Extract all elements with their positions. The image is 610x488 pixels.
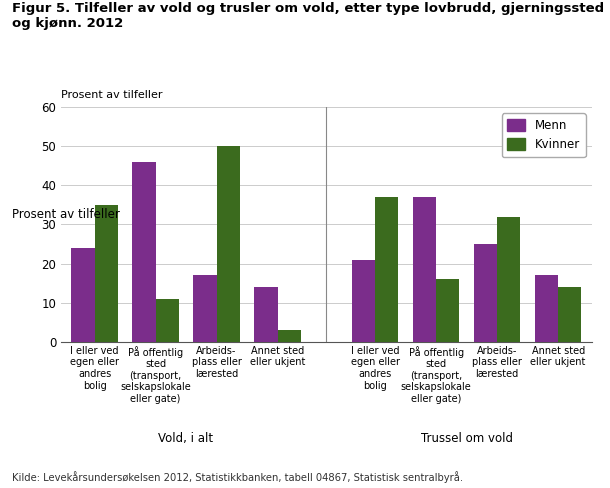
Bar	[278, 330, 301, 342]
Bar	[95, 205, 118, 342]
Text: og kjønn. 2012: og kjønn. 2012	[12, 17, 123, 30]
Bar	[156, 299, 179, 342]
Text: Figur 5. Tilfeller av vold og trusler om vold, etter type lovbrudd, gjerningsste: Figur 5. Tilfeller av vold og trusler om…	[12, 2, 605, 16]
Bar	[193, 275, 217, 342]
Bar	[71, 248, 95, 342]
Bar	[474, 244, 497, 342]
Bar	[497, 217, 520, 342]
Bar	[217, 146, 240, 342]
Bar	[535, 275, 558, 342]
Bar	[413, 197, 436, 342]
Bar	[352, 260, 375, 342]
Legend: Menn, Kvinner: Menn, Kvinner	[501, 113, 586, 157]
Bar	[375, 197, 398, 342]
Text: Prosent av tilfeller: Prosent av tilfeller	[61, 90, 162, 100]
Bar	[132, 162, 156, 342]
Bar	[436, 279, 459, 342]
Text: Trussel om vold: Trussel om vold	[421, 432, 512, 445]
Bar	[254, 287, 278, 342]
Text: Kilde: Levekårsundersøkelsen 2012, Statistikkbanken, tabell 04867, Statistisk se: Kilde: Levekårsundersøkelsen 2012, Stati…	[12, 471, 464, 483]
Text: Vold, i alt: Vold, i alt	[159, 432, 213, 445]
Text: Prosent av tilfeller: Prosent av tilfeller	[12, 208, 120, 221]
Bar	[558, 287, 581, 342]
